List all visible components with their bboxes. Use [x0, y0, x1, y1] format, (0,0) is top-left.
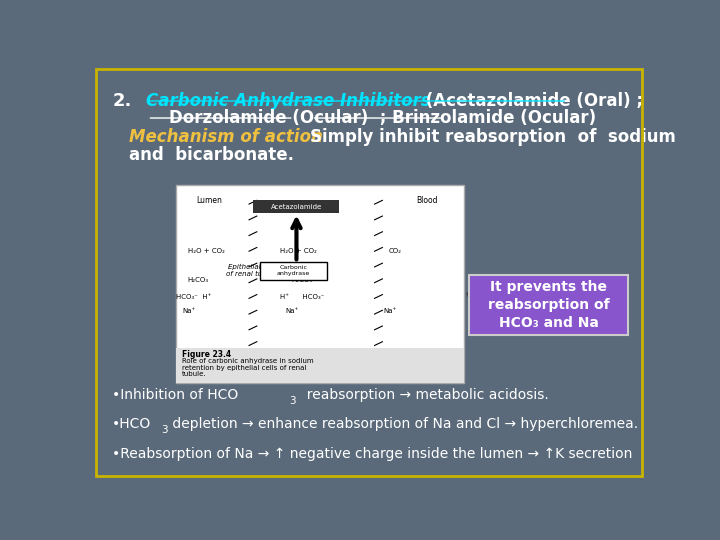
Text: tubule.: tubule. — [182, 371, 207, 377]
Text: Mechanism of action: Mechanism of action — [129, 129, 323, 146]
Text: •Reabsorption of Na → ↑ negative charge inside the lumen → ↑K secretion: •Reabsorption of Na → ↑ negative charge … — [112, 447, 633, 461]
Text: •HCO: •HCO — [112, 417, 152, 431]
FancyBboxPatch shape — [469, 275, 629, 335]
Text: Simply inhibit reabsorption  of  sodium: Simply inhibit reabsorption of sodium — [310, 129, 676, 146]
Text: Blood: Blood — [416, 196, 438, 205]
Text: Lumen: Lumen — [196, 196, 222, 205]
Text: (Acetazolamide (Oral) ;: (Acetazolamide (Oral) ; — [420, 92, 644, 110]
FancyBboxPatch shape — [253, 200, 339, 213]
Text: H₂CO₃: H₂CO₃ — [188, 277, 209, 283]
Text: Dorzolamide (Ocular)  ; Brinzolamide (Ocular): Dorzolamide (Ocular) ; Brinzolamide (Ocu… — [145, 109, 596, 127]
Text: It prevents the
reabsorption of
HCO₃ and Na: It prevents the reabsorption of HCO₃ and… — [488, 280, 610, 330]
Text: H⁺      HCO₃⁻: H⁺ HCO₃⁻ — [279, 294, 324, 300]
Text: Role of carbonic anhydrase in sodium: Role of carbonic anhydrase in sodium — [182, 358, 314, 364]
Text: Na⁺: Na⁺ — [285, 308, 299, 314]
Text: depletion → enhance reabsorption of Na and Cl → hyperchloremea.: depletion → enhance reabsorption of Na a… — [168, 417, 638, 431]
FancyBboxPatch shape — [176, 348, 464, 383]
Text: Figure 23.4: Figure 23.4 — [182, 350, 231, 360]
Text: Acetazolamide: Acetazolamide — [271, 204, 322, 210]
Text: reabsorption → metabolic acidosis.: reabsorption → metabolic acidosis. — [297, 388, 549, 402]
Text: 3: 3 — [161, 425, 168, 435]
Text: 3: 3 — [289, 396, 296, 406]
Text: CO₂: CO₂ — [389, 248, 402, 254]
Text: retention by epithelial cells of renal: retention by epithelial cells of renal — [182, 364, 307, 370]
Text: Carbonic Anhydrase Inhibitors: Carbonic Anhydrase Inhibitors — [145, 92, 431, 110]
Text: H₂O + CO₂: H₂O + CO₂ — [188, 248, 225, 254]
FancyBboxPatch shape — [176, 185, 464, 383]
Text: •Inhibition of HCO: •Inhibition of HCO — [112, 388, 238, 402]
Text: H₂O + CO₂: H₂O + CO₂ — [279, 248, 317, 254]
Text: Carbonic
anhydrase: Carbonic anhydrase — [277, 266, 310, 276]
Text: Epithelial cell
of renal tubule: Epithelial cell of renal tubule — [226, 264, 278, 277]
FancyBboxPatch shape — [260, 262, 327, 280]
Text: Na⁺: Na⁺ — [182, 308, 195, 314]
Text: 2.: 2. — [112, 92, 132, 110]
Text: Na⁺: Na⁺ — [383, 308, 396, 314]
Text: H₂CO₃: H₂CO₃ — [291, 277, 312, 283]
Text: and  bicarbonate.: and bicarbonate. — [129, 146, 294, 164]
Text: HCO₃⁻  H⁺: HCO₃⁻ H⁺ — [176, 294, 212, 300]
